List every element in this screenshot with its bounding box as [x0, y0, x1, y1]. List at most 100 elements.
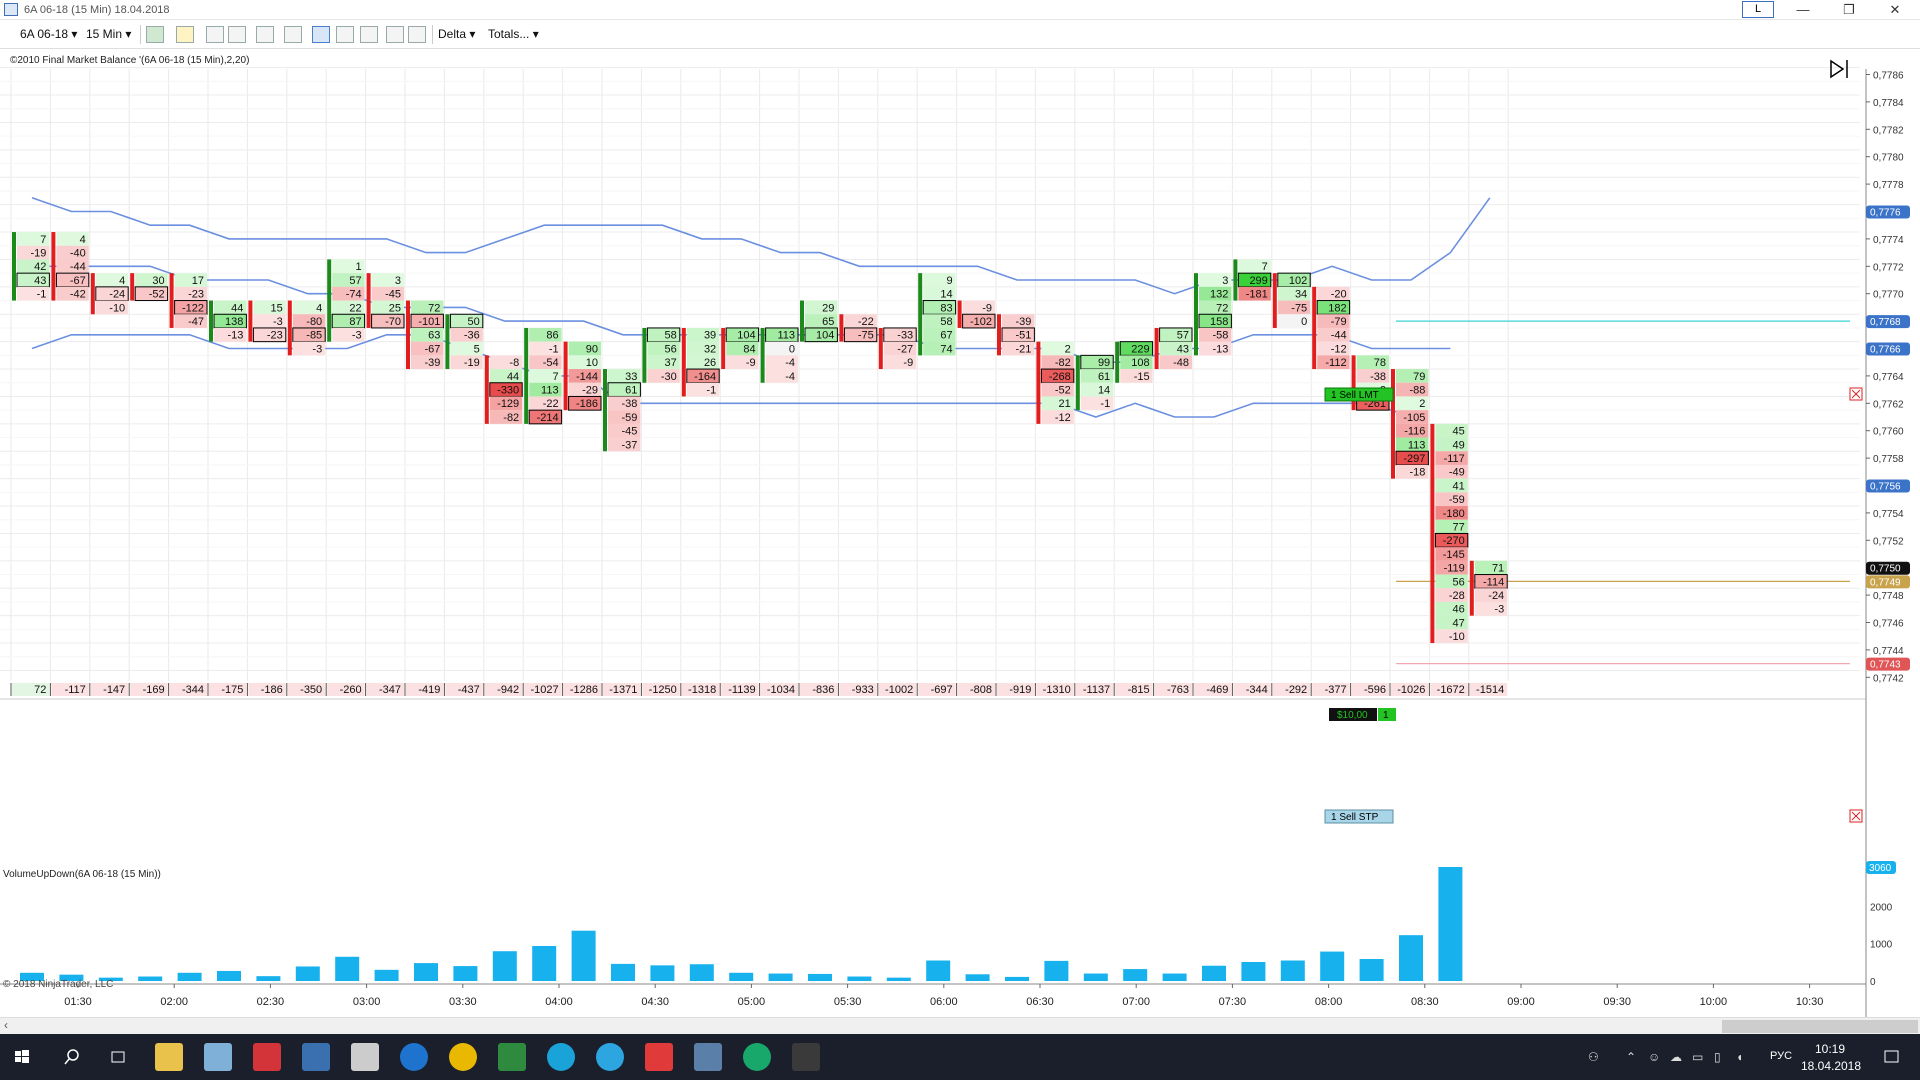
volume-icon[interactable]: ◖: [1736, 1050, 1744, 1064]
tray-app-icon[interactable]: ☺: [1648, 1050, 1661, 1064]
mail-icon[interactable]: [351, 1043, 379, 1071]
cancel-lmt-icon[interactable]: [1849, 387, 1863, 401]
data-box-icon[interactable]: [336, 26, 354, 43]
footprint-bar[interactable]: 44 138 -13: [209, 300, 247, 342]
clock-time[interactable]: 10:19: [1814, 1042, 1846, 1056]
onedrive-icon[interactable]: ☁: [1670, 1050, 1682, 1064]
footprint-bar[interactable]: -33-27 -9: [878, 327, 917, 370]
language-indicator[interactable]: РУС: [1770, 1050, 1793, 1062]
footprint-bar[interactable]: -9 -102: [957, 300, 996, 329]
interval-selector[interactable]: 15 Min ▾: [86, 27, 132, 41]
footprint-bar[interactable]: 2 -82 -268-52 21 -12: [1036, 341, 1075, 424]
minimize-button[interactable]: —: [1796, 2, 1810, 17]
start-icon[interactable]: [8, 1043, 36, 1071]
footprint-bar[interactable]: 71-114 -24 -3: [1469, 560, 1508, 616]
instrument-selector[interactable]: 6A 06-18 ▾: [20, 27, 78, 41]
footprint-bar[interactable]: 15 -3 -23: [248, 300, 287, 343]
footprint-bar[interactable]: 90 10 -144-29 -186: [563, 341, 602, 411]
gift-icon[interactable]: [253, 1043, 281, 1071]
footprint-bar[interactable]: 29 65 104: [800, 300, 838, 343]
yandex-icon[interactable]: [645, 1043, 673, 1071]
task-view-icon[interactable]: [104, 1043, 132, 1071]
footprint-chart[interactable]: 7-194243-14-40-44-67-424-24-1030-5217-23…: [0, 49, 1920, 1017]
people-icon[interactable]: ⚇: [1588, 1050, 1599, 1064]
position-marker[interactable]: $10,00 1: [1329, 708, 1396, 721]
utorrent-icon[interactable]: [498, 1043, 526, 1071]
properties-icon[interactable]: [360, 26, 378, 43]
footprint-bar[interactable]: 17 -23-122 -47: [169, 273, 208, 328]
drawing-tools-icon[interactable]: [176, 26, 194, 43]
crosshair-icon[interactable]: [256, 26, 274, 43]
footprint-cell-value: 37: [665, 357, 677, 369]
footprint-bar[interactable]: 102 34-75 0: [1272, 272, 1311, 328]
footprint-bar[interactable]: 229 108 -15: [1115, 341, 1154, 383]
time-tick-label: 06:30: [1026, 996, 1054, 1008]
chart-style-icon[interactable]: [146, 26, 164, 43]
zoom-icon[interactable]: [284, 26, 302, 43]
tray-expand-icon[interactable]: ⌃: [1626, 1050, 1637, 1064]
footprint-bar[interactable]: 30-52: [130, 273, 169, 302]
snapshot-icon[interactable]: [386, 26, 404, 43]
scrollbar-thumb[interactable]: [1722, 1020, 1918, 1033]
delta-dropdown[interactable]: Delta ▾: [438, 27, 476, 41]
notepad-icon[interactable]: [204, 1043, 232, 1071]
close-button[interactable]: ✕: [1889, 2, 1901, 17]
footprint-cell-value: -186: [576, 398, 598, 410]
chrome-icon[interactable]: [449, 1043, 477, 1071]
footprint-bar[interactable]: 7 299 -181: [1233, 259, 1272, 301]
telegram-icon[interactable]: [596, 1043, 624, 1071]
strategies-icon[interactable]: [228, 26, 246, 43]
footprint-bar[interactable]: -22-75: [839, 314, 878, 343]
footprint-bar[interactable]: 7-19 42 43 -1: [12, 232, 50, 301]
footprint-bar[interactable]: 50 -365 -19: [445, 313, 484, 370]
scroll-left-icon[interactable]: ‹: [4, 1018, 8, 1032]
scroll-to-end-icon[interactable]: [1830, 59, 1848, 79]
footprint-bar[interactable]: 4 -24-10: [90, 273, 129, 315]
quik-icon[interactable]: [743, 1043, 771, 1071]
footprint-bar[interactable]: 78-382-261: [1351, 355, 1390, 411]
totals-dropdown[interactable]: Totals... ▾: [488, 27, 539, 41]
network-icon[interactable]: ▯: [1714, 1050, 1721, 1064]
chart-trader-icon[interactable]: [312, 26, 330, 43]
sell-lmt-order[interactable]: 1 Sell LMT: [1324, 387, 1394, 402]
volume-bar: [1438, 867, 1463, 981]
cancel-stp-icon[interactable]: [1849, 809, 1863, 823]
footprint-bar[interactable]: 72 -101 63-67 -39: [406, 300, 444, 370]
clock-date[interactable]: 18.04.2018: [1800, 1059, 1862, 1073]
edge-icon[interactable]: [400, 1043, 428, 1071]
restore-button[interactable]: ❐: [1843, 2, 1855, 17]
browser-icon[interactable]: [547, 1043, 575, 1071]
search-icon[interactable]: [58, 1043, 86, 1071]
battery-icon[interactable]: ▭: [1692, 1050, 1704, 1064]
remote-desktop-icon[interactable]: [694, 1043, 722, 1071]
footprint-bar[interactable]: -8 44-330 -129 -82: [484, 355, 523, 424]
footprint-bar[interactable]: -39 -51-21: [997, 314, 1035, 356]
share-icon[interactable]: [408, 26, 426, 43]
ninjatrader-icon[interactable]: [792, 1043, 820, 1071]
footprint-bar[interactable]: 4-40 -44 -67 -42: [51, 232, 90, 301]
sell-stp-order[interactable]: 1 Sell STP: [1324, 809, 1394, 824]
store-icon[interactable]: [302, 1043, 330, 1071]
horizontal-scrollbar[interactable]: ‹: [0, 1017, 1920, 1034]
footprint-cell-value: -10: [1449, 631, 1465, 643]
action-center-icon[interactable]: [1880, 1043, 1904, 1071]
layout-link-button[interactable]: L: [1742, 1, 1774, 18]
footprint-bar[interactable]: 4 -80 -85-3: [287, 300, 326, 356]
indicators-icon[interactable]: [206, 26, 224, 43]
file-explorer-icon[interactable]: [155, 1043, 183, 1071]
